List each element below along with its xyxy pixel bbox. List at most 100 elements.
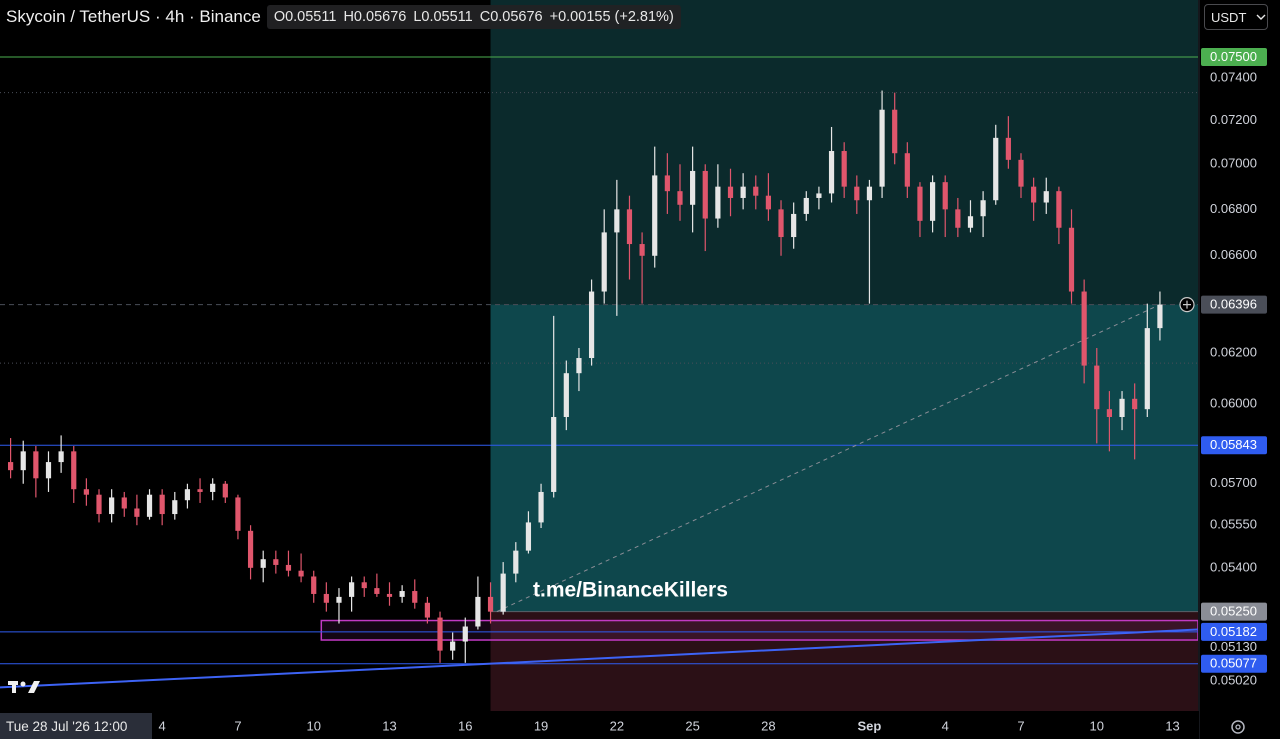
candle-body: [727, 186, 734, 198]
candle-body: [576, 358, 582, 374]
candle-body: [538, 491, 544, 523]
candle-body: [639, 244, 645, 256]
candle-body: [323, 593, 329, 603]
candle-body: [513, 550, 519, 574]
candle-body: [399, 591, 405, 597]
candle-body: [955, 209, 961, 228]
candle-body: [437, 617, 443, 651]
candle-body: [1043, 191, 1049, 203]
candle-body: [993, 137, 999, 201]
add-alert-plus: [1183, 300, 1191, 309]
candle-body: [677, 191, 683, 205]
candle-body: [96, 494, 102, 515]
candle-body: [298, 570, 304, 577]
candle-body: [8, 462, 14, 471]
candle-body: [20, 451, 26, 471]
y-tick-label: 0.05700: [1210, 475, 1257, 490]
candle-body: [1068, 227, 1075, 292]
candles: [8, 90, 1163, 663]
y-tick-label: 0.06600: [1210, 247, 1257, 262]
crosshair-time-label: Tue 28 Jul '26 12:00: [0, 713, 152, 739]
candle-body: [601, 232, 607, 292]
candle-body: [588, 291, 595, 359]
candle-body: [828, 151, 835, 194]
settings-icon[interactable]: [1231, 720, 1245, 734]
candle-body: [1056, 191, 1062, 228]
candle-body: [285, 564, 292, 571]
candle-body: [892, 109, 898, 154]
candle-body: [866, 186, 873, 201]
candle-body: [626, 209, 633, 245]
ohlc-box: O0.05511 H0.05676 L0.05511 C0.05676 +0.0…: [266, 5, 681, 29]
candle-body: [424, 602, 430, 618]
y-tick-label: 0.07200: [1210, 112, 1257, 127]
x-tick-label: 10: [1090, 718, 1104, 733]
candle-body: [222, 483, 228, 498]
candle-body: [134, 508, 140, 517]
x-tick-label: Sep: [858, 718, 882, 733]
currency-label: USDT: [1211, 9, 1247, 25]
projection-line: [496, 304, 1161, 613]
candle-body: [904, 153, 910, 187]
candle-body: [260, 559, 266, 568]
candle-body: [715, 186, 721, 219]
candle-body: [563, 373, 569, 417]
price-marker-box: [1201, 436, 1267, 455]
currency-button[interactable]: USDT: [1204, 4, 1268, 30]
candle-body: [184, 489, 191, 501]
axes: 0.07400 0.07200 0.07000 0.06800 0.06600 0.062…: [159, 47, 1267, 733]
candle-body: [690, 170, 696, 205]
candle-body: [942, 182, 948, 210]
candle-body: [525, 522, 532, 551]
candle-body: [361, 582, 367, 589]
candle-body: [146, 494, 153, 517]
tradingview-logo: [8, 681, 40, 693]
candle-body: [172, 500, 178, 515]
x-tick-label: 16: [458, 718, 472, 733]
candle-body: [121, 497, 127, 509]
candle-body: [109, 497, 115, 515]
price-marker-box: [1201, 622, 1267, 641]
candle-body: [753, 186, 759, 196]
zone-box: [320, 619, 1198, 641]
candle-body: [1094, 365, 1100, 410]
y-tick-label: 0.06800: [1210, 201, 1257, 216]
position-stop-zone: [490, 611, 1198, 711]
ohlc-open: O0.05511: [273, 9, 337, 25]
x-tick-label: 7: [1017, 718, 1024, 733]
price-marker-label: 0.05077: [1210, 656, 1257, 671]
candle-body: [33, 451, 39, 479]
y-tick-label: 0.06000: [1210, 395, 1257, 410]
price-marker-box: [1201, 654, 1267, 673]
crosshair-time-text: Tue 28 Jul '26 12:00: [6, 718, 128, 734]
candle-body: [1005, 137, 1011, 160]
price-marker-box: [1201, 602, 1267, 621]
trend-line: [0, 628, 1198, 689]
candle-body: [58, 451, 64, 463]
y-tick-label: 0.06200: [1210, 344, 1257, 359]
candle-body: [462, 626, 468, 642]
ohlc-close: C0.05676: [479, 9, 543, 25]
x-tick-label: 28: [761, 718, 775, 733]
candle-body: [614, 209, 620, 233]
time-axis-panel: [0, 711, 1199, 739]
candle-body: [336, 596, 342, 603]
candle-body: [500, 573, 506, 612]
x-tick-label: 4: [942, 718, 949, 733]
candle-body: [765, 195, 771, 210]
price-marker-label: 0.07500: [1210, 49, 1257, 64]
candle-body: [1157, 304, 1163, 329]
x-tick-label: 13: [382, 718, 396, 733]
candle-body: [349, 582, 355, 597]
plot-background: [490, 0, 1198, 711]
candle-body: [450, 641, 456, 651]
candle-body: [1119, 398, 1125, 417]
candle-body: [778, 209, 784, 238]
y-tick-label: 0.07000: [1210, 156, 1257, 171]
candle-body: [791, 213, 797, 238]
candle-body: [45, 462, 52, 479]
candle-body: [83, 489, 89, 495]
candle-body: [816, 193, 822, 198]
x-tick-label: 22: [610, 718, 624, 733]
